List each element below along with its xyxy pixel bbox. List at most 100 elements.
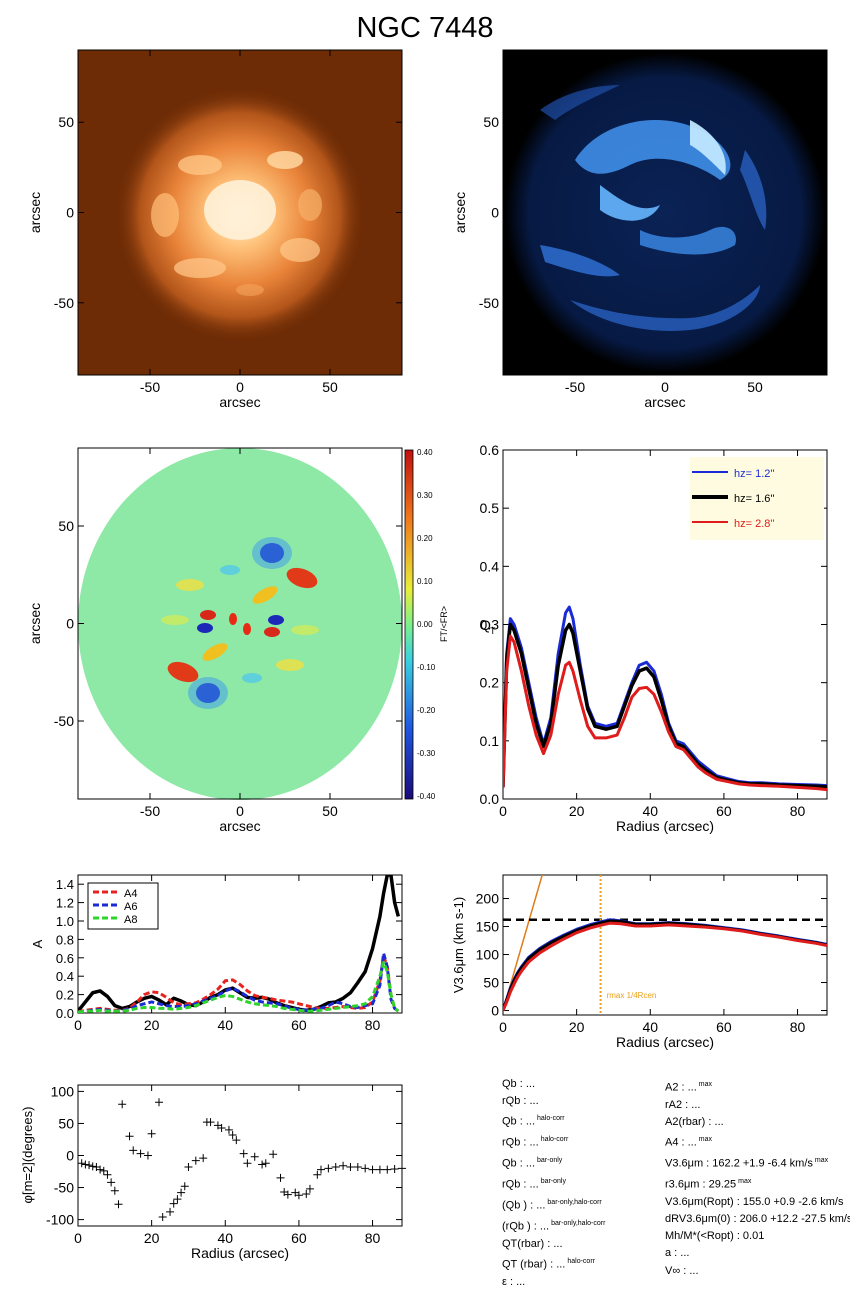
- am-ytick-label: 1.0: [56, 914, 74, 929]
- param-left-row: QT(rbar) : ...: [502, 1236, 605, 1253]
- param-left-label: rQb : ...: [502, 1178, 539, 1191]
- qt-ytick-label: 0.5: [480, 500, 500, 516]
- colorbar-tick-label: 0.40: [417, 448, 433, 457]
- vc-ytick-label: 100: [476, 947, 500, 963]
- vc-ylabel: V3.6μm (km s-1): [451, 897, 466, 993]
- ratio-map-ytick-label: -50: [54, 713, 74, 729]
- qt-ytick-label: 0.6: [480, 442, 500, 458]
- phase-point: [129, 1146, 138, 1155]
- blue-map-xlabel: arcsec: [644, 394, 685, 410]
- phase-point: [361, 1164, 370, 1173]
- param-left-row: Qb : ...: [502, 1076, 605, 1093]
- orange-map-ytick-label: 0: [66, 205, 74, 221]
- vc-ytick-label: 0: [491, 1003, 499, 1019]
- am-series-line: [78, 954, 400, 1013]
- vc-xtick-label: 20: [569, 1019, 585, 1035]
- ratio-map-features: [161, 537, 319, 709]
- ratio-map-xtick-label: -50: [140, 803, 160, 819]
- param-right-row: dRV3.6μm(0) : 206.0 +12.2 -27.5 km/s/kpc: [665, 1211, 850, 1228]
- param-right-row: a : ...: [665, 1245, 850, 1262]
- vc-series-line: [503, 919, 827, 1012]
- am-xtick-label: 60: [291, 1017, 307, 1033]
- phase-point: [169, 1199, 178, 1208]
- orange-map-xlabel: arcsec: [219, 394, 260, 410]
- param-left-superscript: halo-corr: [540, 1136, 569, 1144]
- ratio-map-xlabel: arcsec: [219, 818, 260, 834]
- colorbar-tick-label: -0.30: [417, 749, 436, 758]
- param-right-label: A2 : ...: [665, 1081, 697, 1094]
- param-right-row: r3.6μm : 29.25 max: [665, 1173, 850, 1194]
- param-right-superscript: max: [738, 1177, 752, 1185]
- phase-point: [114, 1200, 123, 1209]
- blue-map-ytick-label: 0: [491, 205, 499, 221]
- vc-xtick-label: 40: [642, 1019, 658, 1035]
- blue-map-xtick-label: -50: [565, 379, 585, 395]
- qt-legend-label: hz= 1.6'': [734, 493, 775, 505]
- param-right-row: rA2 : ...: [665, 1097, 850, 1114]
- phase-point: [228, 1130, 237, 1139]
- param-right-label: A2(rbar) : ...: [665, 1116, 724, 1129]
- colorbar-tick-label: -0.40: [417, 792, 436, 801]
- param-left-row: Qb : ... bar-only: [502, 1152, 605, 1173]
- phase-point: [110, 1186, 119, 1195]
- param-left-superscript: bar-only: [537, 1157, 563, 1165]
- phase-ytick-label: 0: [66, 1148, 74, 1164]
- param-left-label: (Qb ) : ...: [502, 1199, 546, 1212]
- ratio-colorbar: [404, 449, 414, 800]
- vc-xlabel: Radius (arcsec): [616, 1034, 714, 1050]
- qt-xlabel: Radius (arcsec): [616, 818, 714, 834]
- phase-point: [180, 1182, 189, 1191]
- ratio-map-xtick-label: 0: [236, 803, 244, 819]
- qt-ytick-label: 0.0: [480, 791, 500, 807]
- blue-map-xtick-label: 50: [747, 379, 763, 395]
- phase-point: [81, 1160, 90, 1169]
- am-series-group: [78, 875, 401, 1013]
- param-right-label: V∞ : ...: [665, 1264, 699, 1277]
- phase-point: [313, 1170, 322, 1179]
- orange-map-xtick-label: -50: [140, 379, 160, 395]
- param-left-label: QT(rbar) : ...: [502, 1237, 563, 1250]
- phase-point: [166, 1207, 175, 1216]
- phase-point: [99, 1166, 108, 1175]
- am-legend-label: A4: [124, 888, 137, 900]
- colorbar-tick-label: 0.20: [417, 534, 433, 543]
- vc-series-line: [503, 918, 827, 1011]
- phase-point: [217, 1123, 226, 1132]
- orange-map-xtick-label: 50: [322, 379, 338, 395]
- phase-point: [302, 1189, 311, 1198]
- phase-point: [317, 1165, 325, 1174]
- phase-point: [206, 1118, 215, 1127]
- phase-point: [232, 1136, 241, 1145]
- phase-point: [147, 1129, 156, 1138]
- orange-map-panel: [77, 49, 403, 376]
- phase-point: [107, 1178, 116, 1187]
- am-xtick-label: 20: [144, 1017, 160, 1033]
- qt-ytick-label: 0.4: [480, 558, 500, 574]
- param-left-superscript: bar-only,halo-corr: [551, 1219, 606, 1227]
- qt-series-line: [503, 605, 827, 788]
- param-right-label: rA2 : ...: [665, 1098, 701, 1111]
- param-left-label: Qb : ...: [502, 1157, 536, 1170]
- blue-map-ytick-label: -50: [479, 295, 499, 311]
- phase-point: [85, 1161, 94, 1170]
- vc-xtick-label: 0: [499, 1019, 507, 1035]
- am-xtick-label: 40: [217, 1017, 233, 1033]
- param-left-row: rQb : ...: [502, 1093, 605, 1110]
- phase-point: [158, 1213, 167, 1222]
- param-right-row: A2(rbar) : ...: [665, 1114, 850, 1131]
- phase-point: [125, 1132, 134, 1141]
- param-left-superscript: halo-corr: [567, 1257, 595, 1265]
- vc-rmax-label: rmax 1/4Rcen: [607, 991, 657, 1000]
- phase-point: [353, 1163, 362, 1172]
- colorbar-tick-label: 0.30: [417, 491, 433, 500]
- am-xtick-label: 0: [74, 1017, 82, 1033]
- am-ytick-label: 1.4: [56, 877, 74, 892]
- param-right-label: V3.6μm(Ropt) : 155.0 +0.9 -2.6 km/s: [665, 1195, 844, 1208]
- am-frame: [77, 874, 403, 1014]
- vc-xtick-label: 80: [790, 1019, 806, 1035]
- phase-point: [143, 1151, 152, 1160]
- param-right-label: a : ...: [665, 1247, 690, 1260]
- phase-point: [155, 1098, 163, 1107]
- param-left-row: rQb : ... halo-corr: [502, 1131, 605, 1152]
